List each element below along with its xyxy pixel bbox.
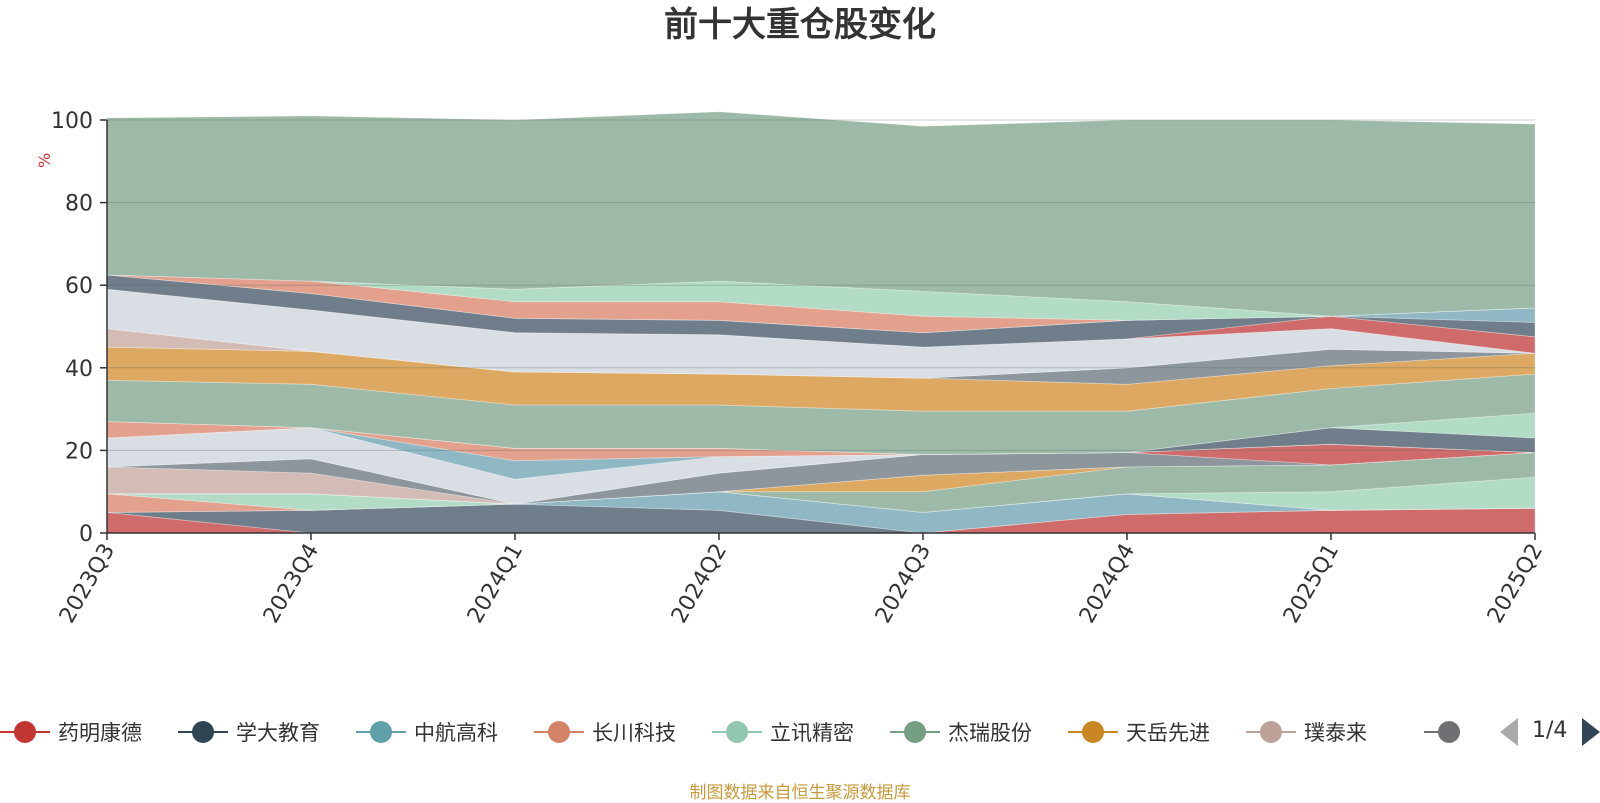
x-tick-label-2024Q2: 2024Q2 xyxy=(667,540,732,628)
legend-label: 杰瑞股份 xyxy=(948,721,1032,745)
legend-item-9[interactable]: 东 xyxy=(1424,712,1460,752)
legend-marker-icon xyxy=(0,712,50,752)
legend-item-8[interactable]: 璞泰来 xyxy=(1246,712,1367,752)
legend-item-3[interactable]: 中航高科 xyxy=(356,712,498,752)
y-tick-label-100: 100 xyxy=(51,109,93,134)
area-series-group xyxy=(106,111,1536,534)
legend-marker-icon xyxy=(1068,712,1118,752)
legend-label: 中航高科 xyxy=(414,721,498,745)
y-axis-unit-label: % xyxy=(35,153,54,168)
legend-next-page-icon[interactable] xyxy=(1582,718,1600,746)
legend-label: 天岳先进 xyxy=(1126,721,1210,745)
legend-label: 璞泰来 xyxy=(1304,721,1367,745)
legend-item-4[interactable]: 长川科技 xyxy=(534,712,676,752)
legend-label: 立讯精密 xyxy=(770,721,854,745)
data-source-note: 制图数据来自恒生聚源数据库 xyxy=(689,783,911,803)
y-tick-label-80: 80 xyxy=(65,192,93,217)
x-tick-label-2024Q4: 2024Q4 xyxy=(1075,540,1140,628)
legend-item-1[interactable]: 药明康德 xyxy=(0,712,142,752)
legend-marker-icon xyxy=(178,712,228,752)
legend-prev-page-icon[interactable] xyxy=(1500,718,1518,746)
legend-item-7[interactable]: 天岳先进 xyxy=(1068,712,1210,752)
legend-label: 学大教育 xyxy=(236,721,320,745)
legend-items: 药明康德 学大教育 中航高科 长川科技 立讯精密 杰瑞股份 天岳先进 璞泰来 东 xyxy=(0,712,1460,752)
x-tick-label-2025Q2: 2025Q2 xyxy=(1483,540,1548,628)
x-tick-label-2025Q1: 2025Q1 xyxy=(1279,540,1344,628)
gridlines xyxy=(107,119,1535,451)
legend-label: 药明康德 xyxy=(58,721,142,745)
legend-item-6[interactable]: 杰瑞股份 xyxy=(890,712,1032,752)
legend-label: 长川科技 xyxy=(592,721,676,745)
y-tick-label-60: 60 xyxy=(65,274,93,299)
legend-item-5[interactable]: 立讯精密 xyxy=(712,712,854,752)
legend-item-2[interactable]: 学大教育 xyxy=(178,712,320,752)
x-tick-label-2024Q3: 2024Q3 xyxy=(871,540,936,628)
legend-marker-icon xyxy=(1246,712,1296,752)
legend-marker-icon xyxy=(890,712,940,752)
area-band-22 xyxy=(106,274,1536,348)
y-tick-label-0: 0 xyxy=(79,522,93,547)
y-tick-label-20: 20 xyxy=(65,439,93,464)
legend-marker-icon xyxy=(356,712,406,752)
y-tick-label-40: 40 xyxy=(65,357,93,382)
legend: 药明康德 学大教育 中航高科 长川科技 立讯精密 杰瑞股份 天岳先进 璞泰来 东 1/4 xyxy=(0,712,1600,752)
legend-marker-icon xyxy=(534,712,584,752)
x-tick-label-2023Q3: 2023Q3 xyxy=(55,540,120,628)
legend-marker-icon xyxy=(712,712,762,752)
legend-pager: 1/4 xyxy=(1500,712,1600,752)
legend-page-indicator: 1/4 xyxy=(1532,718,1568,743)
x-tick-label-2023Q4: 2023Q4 xyxy=(259,540,324,628)
chart-title: 前十大重仓股变化 xyxy=(664,5,936,45)
x-tick-label-2024Q1: 2024Q1 xyxy=(463,540,528,628)
area-band-26 xyxy=(106,111,1536,317)
legend-marker-icon xyxy=(1424,712,1460,752)
